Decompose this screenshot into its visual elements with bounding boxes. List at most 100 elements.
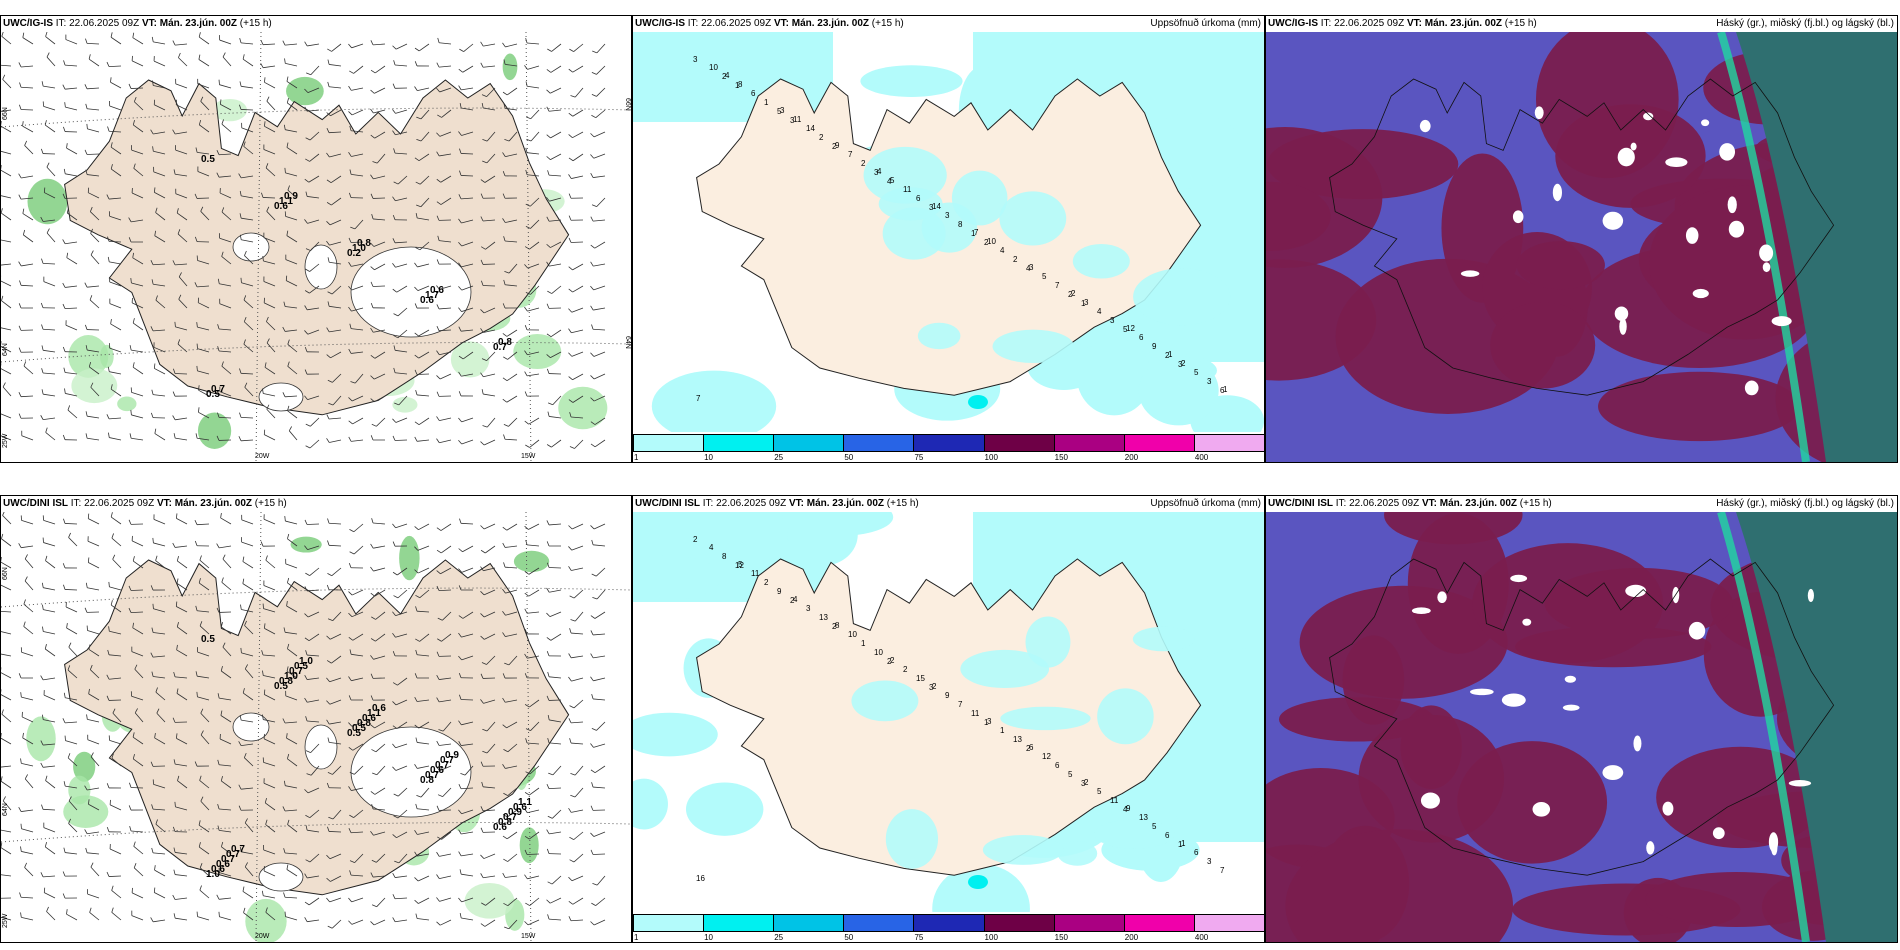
clear-sky-patch [1619, 318, 1627, 335]
wind-barb-flag [502, 835, 508, 840]
wind-barb-flag [458, 672, 462, 678]
wind-barb-flag [327, 301, 330, 307]
wind-barb-flag [62, 239, 66, 244]
wind-barb-flag [480, 566, 484, 571]
lon-label-20: 20W [255, 453, 270, 460]
wind-barb [2, 386, 12, 397]
wind-barb-flag [326, 677, 330, 683]
wind-barb [154, 892, 166, 899]
wind-barb [571, 655, 584, 659]
wind-barb [242, 891, 254, 899]
wind-barb-flag [283, 780, 286, 786]
cloud-map [1266, 32, 1897, 462]
wind-barb-flag [392, 214, 396, 220]
wind-barb-flag [132, 120, 135, 126]
wind-barb-flag [196, 322, 198, 328]
wind-barb [21, 263, 34, 267]
wind-barb [307, 919, 320, 923]
wind-barb-flag [262, 255, 264, 262]
wind-barb-flag [480, 259, 484, 265]
precip-value-label: 6 [1055, 761, 1060, 770]
wind-barb-flag [480, 62, 484, 68]
wind-barb [483, 107, 496, 111]
wind-value-label: 0.5 [347, 728, 361, 739]
wind-barb [241, 42, 254, 45]
wind-barb-flag [238, 173, 242, 179]
wind-barb-flag [305, 423, 311, 427]
wind-barb-flag [90, 382, 94, 388]
wind-barb-flag [569, 836, 574, 840]
wind-barb-flag [568, 193, 572, 199]
wind-barb-flag [152, 146, 154, 152]
precip-value-label: 1 [1181, 839, 1186, 848]
wind-barb-flag [481, 358, 487, 361]
wind-barb [442, 611, 452, 621]
wind-barb [440, 197, 452, 205]
wind-barb [596, 43, 606, 54]
wind-barb-flag [304, 330, 309, 335]
wind-barb-flag [591, 694, 594, 700]
wind-barb [461, 721, 474, 726]
wind-barb-flag [18, 347, 22, 353]
wind-barb [328, 522, 342, 525]
precip-value-label: 4 [709, 543, 714, 552]
lat-label-64: 64N [2, 803, 9, 816]
wind-barb [593, 786, 606, 789]
wind-barb [417, 610, 430, 613]
wind-barb [176, 212, 188, 221]
wind-barb-flag [414, 354, 419, 359]
precip-value-label: 5 [1097, 787, 1102, 796]
wind-barb [1, 765, 12, 768]
precip-value-label: 3 [1207, 857, 1212, 866]
wind-barb [198, 411, 210, 419]
wind-barb [198, 824, 210, 833]
lat-label-66: 66N [632, 98, 633, 111]
colorbar-swatch [843, 914, 915, 932]
panel-bottom-wind: UWC/DINI ISL IT: 22.06.2025 09Z VT: Mán.… [0, 495, 632, 943]
wind-barb [241, 851, 254, 855]
wind-barb [87, 739, 100, 745]
wind-barb-flag [546, 69, 552, 73]
precip-value-label: 7 [974, 228, 979, 237]
precip-area [860, 65, 963, 97]
wind-barb [285, 43, 298, 46]
wind-barb-flag [63, 781, 66, 787]
wind-barb-flag [370, 921, 375, 926]
wind-barb [353, 65, 364, 74]
wind-value-label: 1.0 [206, 869, 220, 880]
precip-value-label: 1 [735, 81, 740, 90]
wind-barb-flag [502, 333, 508, 337]
wind-barb-flag [23, 621, 26, 627]
wind-barb-flag [480, 673, 484, 679]
wind-barb-flag [414, 724, 419, 729]
wind-barb [21, 716, 34, 723]
wind-barb [2, 79, 12, 89]
wind-barb-flag [62, 893, 66, 899]
wind-value-label: 0.8 [357, 238, 371, 249]
wind-barb [1, 280, 12, 287]
wind-barb [285, 809, 298, 812]
wind-barb-flag [264, 121, 266, 127]
wind-barb [506, 373, 518, 382]
wind-value-label: 0.8 [279, 676, 293, 687]
wind-barb [285, 785, 298, 789]
wind-barb-flag [111, 753, 114, 759]
precip-value-label: 6 [1139, 333, 1144, 342]
wind-barb-flag [67, 665, 71, 671]
wind-barb-flag [370, 355, 376, 359]
wind-barb-flag [504, 662, 510, 666]
wind-barb [593, 373, 606, 380]
clear-sky-patch [1512, 210, 1524, 224]
wind-barb [65, 64, 78, 67]
wind-barb-flag [480, 246, 486, 250]
wind-barb [329, 853, 342, 860]
precip-value-label: 7 [848, 150, 853, 159]
wind-barb-flag [304, 637, 310, 642]
precip-value-label: 7 [696, 394, 701, 403]
wind-barb-flag [132, 32, 135, 38]
wind-barb [285, 695, 298, 701]
wind-barb [550, 633, 562, 641]
wind-barb [109, 371, 122, 375]
wind-barb [505, 284, 518, 287]
wind-barb [263, 608, 276, 613]
